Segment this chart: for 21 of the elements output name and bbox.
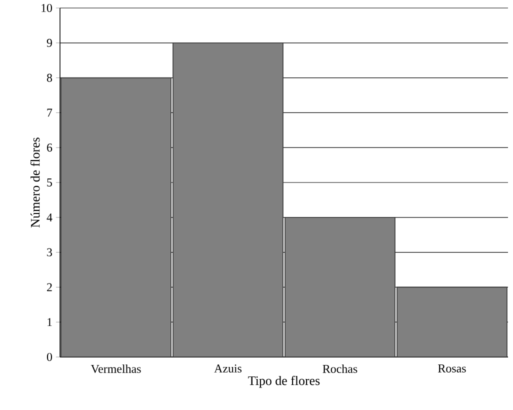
x-axis-title: Tipo de flores [248, 376, 320, 388]
x-tick-label: Azuis [214, 364, 242, 373]
y-tick-label: 8 [46, 74, 52, 82]
y-tick-label: 5 [47, 178, 52, 186]
y-tick-label: 4 [46, 213, 52, 222]
bar [60, 77, 172, 357]
bar [396, 286, 508, 357]
y-tick-label: 2 [47, 283, 52, 292]
bar [284, 217, 396, 357]
y-tick-label: 6 [47, 144, 52, 152]
y-tick-label: 3 [47, 248, 52, 256]
x-tick-label: Rosas [438, 364, 466, 372]
x-tick-label: Vermelhas [90, 364, 141, 374]
y-tick-label: 0 [46, 352, 52, 362]
x-tick-label: Rochas [322, 364, 358, 373]
y-tick-label: 9 [46, 38, 52, 47]
y-tick-label: 1 [48, 318, 52, 326]
bar [172, 42, 284, 357]
y-tick-label: 7 [47, 108, 52, 117]
y-tick-label: 10 [42, 4, 52, 12]
y-axis-title: Número de flores [30, 138, 40, 228]
